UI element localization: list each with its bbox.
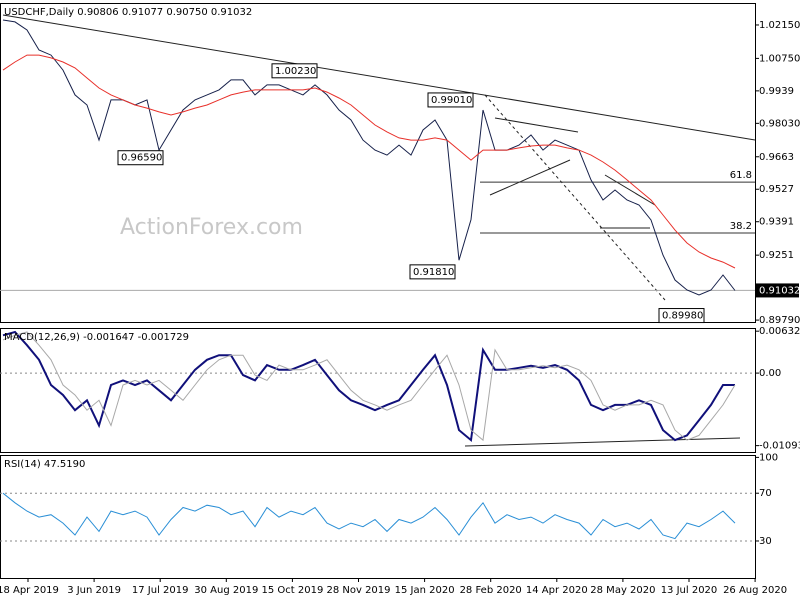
y-tick-label: 70 [759,488,772,499]
series-line [2,54,736,269]
y-tick-label: 100 [759,452,778,463]
divergence-line [464,437,741,447]
last-price-box [756,283,799,298]
x-tick-label: 3 Jun 2019 [67,585,121,596]
last-price-label: 0.91032 [759,285,800,296]
drawings [2,14,756,447]
panel-title: MACD(12,26,9) -0.001647 -0.001729 [4,332,189,343]
y-tick-label: -0.010939 [759,441,800,452]
panel-title: USDCHF,Daily 0.90806 0.91077 0.90750 0.9… [4,7,252,18]
y-tick-label: 0.9663 [759,152,794,163]
triangle-line [494,117,579,133]
x-tick-label: 26 Aug 2020 [723,585,787,596]
y-tick-label: 0.9527 [759,184,794,195]
y-tick-label: 0.9251 [759,250,794,261]
annotation-box [117,150,164,166]
panel-frame [0,455,756,579]
x-tick-label: 28 Feb 2020 [460,585,522,596]
x-tick-label: 28 May 2020 [590,585,655,596]
x-tick-label: 13 Jul 2020 [661,585,718,596]
panel-frame [0,328,756,453]
annotation-label: 0.96590 [121,153,162,164]
annotation-label: 0.91810 [413,267,454,278]
watermark: ActionForex.com [120,215,303,240]
y-tick-label: 0.00 [759,368,781,379]
annotation-box [427,92,474,108]
y-tick-label: 0.89790 [759,315,800,326]
y-tick-label: 1.00750 [759,53,800,64]
y-tick-label: 30 [759,536,772,547]
y-tick-label: 1.02150 [759,20,800,31]
x-tick-label: 15 Jan 2020 [395,585,455,596]
x-tick-label: 15 Oct 2019 [261,585,323,596]
annotation-box [271,63,318,79]
y-tick-label: 0.9391 [759,217,794,228]
triangle-line [489,159,571,196]
flag-line [604,174,656,206]
x-tick-label: 17 Jul 2019 [132,585,189,596]
y-tick-label: 0.9939 [759,86,794,97]
panel-frame [0,3,756,323]
fib-label: 61.8 [730,170,752,181]
annotation-box [658,308,705,324]
x-tick-label: 14 Apr 2020 [526,585,588,596]
annotation-box [409,264,456,280]
y-tick-label: 0.98030 [759,118,800,129]
x-tick-label: 30 Aug 2019 [194,585,258,596]
x-tick-label: 28 Nov 2019 [326,585,390,596]
annotation-label: 1.00230 [275,66,316,77]
series-line [2,330,735,443]
y-tick-label: 0.006321 [759,326,800,337]
series-line [2,492,736,540]
trend-line [2,14,756,141]
fib-label: 38.2 [730,221,752,232]
annotation-label: 0.99010 [431,95,472,106]
x-tick-label: 18 Apr 2019 [0,585,59,596]
annotation-label: 0.89980 [662,311,703,322]
series-line [2,331,736,442]
panel-title: RSI(14) 47.5190 [4,459,85,470]
